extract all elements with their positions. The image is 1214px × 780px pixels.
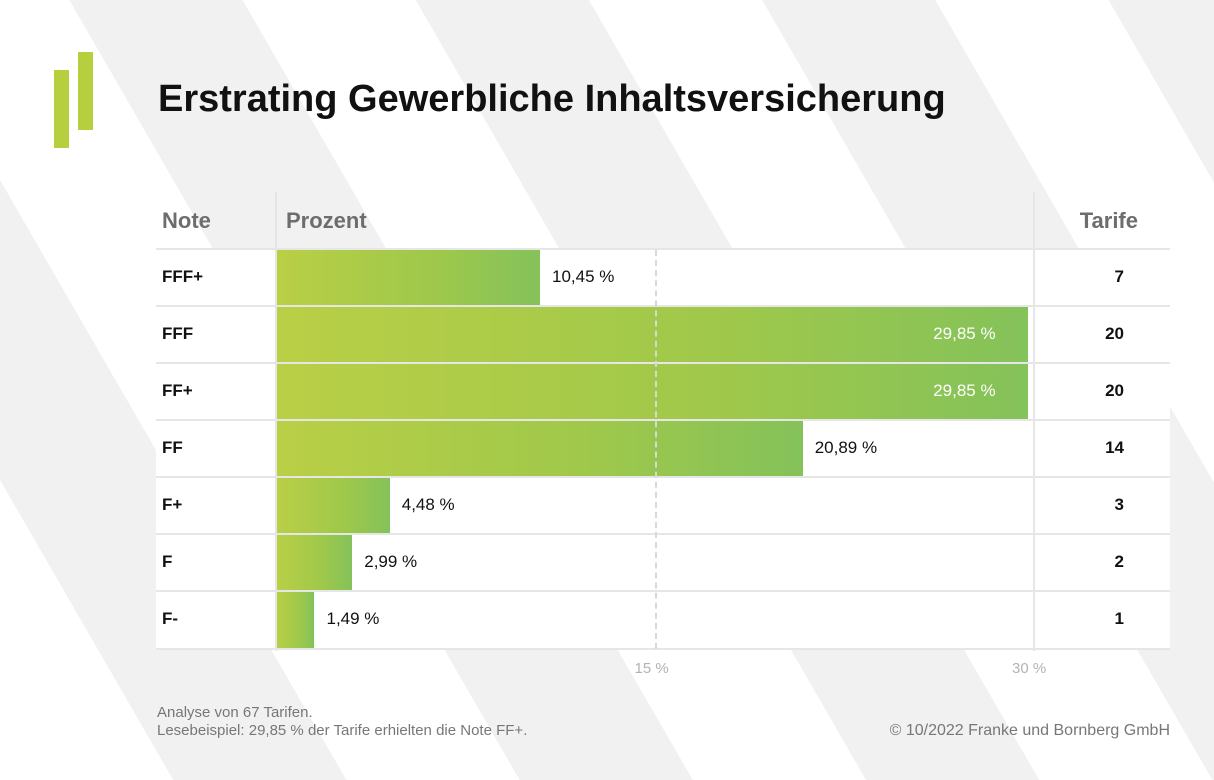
row-note-label: F- xyxy=(162,609,179,628)
row-note-label: FF xyxy=(162,438,183,457)
x-tick-label: 30 % xyxy=(1012,660,1047,677)
bar xyxy=(277,250,540,306)
bar xyxy=(277,535,353,591)
bar xyxy=(277,478,390,534)
header-note: Note xyxy=(162,208,211,233)
table-row: F 2,99 % 2 xyxy=(156,533,1170,591)
footer-analysis: Analyse von 67 Tarifen. xyxy=(157,704,313,721)
row-note-label: FFF xyxy=(162,324,194,343)
table-row: FFF+ 10,45 % 7 xyxy=(156,248,1170,306)
header-tarife: Tarife xyxy=(1079,208,1138,233)
row-note-label: F xyxy=(162,552,173,571)
bar-value-label: 4,48 % xyxy=(401,495,455,514)
bar xyxy=(277,421,803,477)
gridline-15 xyxy=(654,250,657,649)
row-tarife-count: 20 xyxy=(1105,324,1124,343)
row-note-label: FFF+ xyxy=(162,267,204,286)
chart-title: Erstrating Gewerbliche Inhaltsversicheru… xyxy=(158,78,946,120)
bar xyxy=(277,592,315,648)
bar-value-label: 1,49 % xyxy=(326,609,380,628)
table-row: F+ 4,48 % 3 xyxy=(156,476,1170,534)
table-row: FF 20,89 % 14 xyxy=(156,419,1170,477)
row-tarife-count: 3 xyxy=(1114,495,1124,514)
bar-value-label: 29,85 % xyxy=(933,324,996,343)
bar-value-label: 2,99 % xyxy=(364,552,418,571)
separator-left xyxy=(275,192,277,651)
row-tarife-count: 7 xyxy=(1114,267,1124,286)
separator-right xyxy=(1033,192,1035,651)
bar-value-label: 20,89 % xyxy=(814,438,878,457)
row-tarife-count: 2 xyxy=(1114,552,1124,571)
row-note-label: FF+ xyxy=(162,381,193,400)
table-row: FF+ 29,85 % 20 xyxy=(156,362,1170,420)
footer-notes: Analyse von 67 Tarifen. Lesebeispiel: 29… xyxy=(157,704,527,740)
table-row: FFF 29,85 % 20 xyxy=(156,305,1170,363)
bar xyxy=(277,364,1029,420)
footer-copyright: © 10/2022 Franke und Bornberg GmbH xyxy=(889,722,1170,739)
row-tarife-count: 14 xyxy=(1105,438,1124,457)
row-note-label: F+ xyxy=(162,495,183,514)
bar xyxy=(277,307,1029,363)
row-tarife-count: 1 xyxy=(1114,609,1124,628)
x-tick-label: 15 % xyxy=(634,660,669,677)
bar-value-label: 29,85 % xyxy=(933,381,996,400)
brand-logo xyxy=(54,52,94,148)
table-row: F- 1,49 % 1 xyxy=(156,590,1170,650)
row-tarife-count: 20 xyxy=(1105,381,1124,400)
rating-table: Note Prozent Tarife FFF+ 10,45 % 7 FFF 29,85… xyxy=(156,192,1170,654)
header-prozent: Prozent xyxy=(286,208,367,233)
footer-example: Lesebeispiel: 29,85 % der Tarife erhielt… xyxy=(157,722,528,739)
bar-value-label: 10,45 % xyxy=(551,267,615,286)
